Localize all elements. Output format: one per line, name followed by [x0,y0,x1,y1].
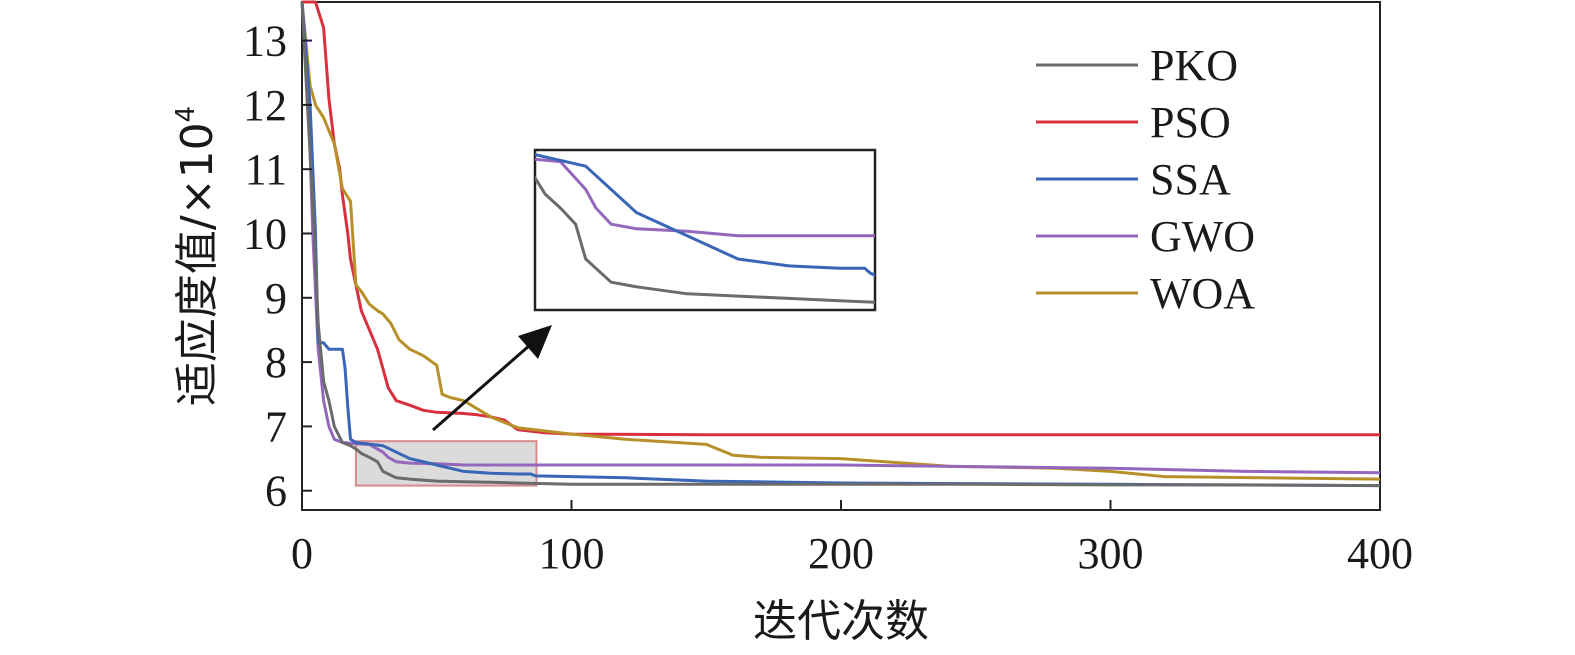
series-line-gwo [300,1,1381,475]
legend-label: WOA [1150,269,1255,318]
legend: PKO PSO SSA GWO WOA [1036,41,1255,318]
arrow-head-icon [518,325,552,359]
x-axis-title: 迭代次数 [753,596,929,647]
inset-frame [533,148,877,312]
legend-label: GWO [1150,212,1255,261]
x-tick-label: 0 [291,529,313,578]
zoom-region-box [354,440,538,487]
inset-line-gwo [535,157,875,238]
y-tick-label: 9 [265,274,287,323]
y-axis-exponent: 4 [171,106,201,123]
y-axis-ticks: 6 7 8 9 10 11 12 13 [243,17,312,516]
x-tick-label: 100 [539,529,605,578]
y-tick-label: 10 [243,209,287,258]
series-lines [300,0,1381,488]
legend-label: SSA [1150,155,1231,204]
legend-label: PSO [1150,98,1231,147]
y-tick-label: 8 [265,338,287,387]
y-axis-title-group: 适应度值/×104 [171,106,223,406]
x-tick-label: 400 [1347,529,1413,578]
x-axis-ticks: 0 100 200 300 400 [291,500,1413,578]
x-tick-label: 200 [808,529,874,578]
zoom-arrow [432,325,552,432]
x-tick-label: 300 [1078,529,1144,578]
y-tick-label: 13 [243,17,287,66]
y-tick-label: 11 [245,145,287,194]
inset-lines [535,152,875,304]
arrow-shaft [432,343,531,432]
y-tick-label: 6 [265,467,287,516]
series-line-ssa [300,1,1381,488]
inset-line-pko [535,175,875,304]
series-line-woa [300,1,1381,481]
series-line-pko [300,1,1381,488]
inset-panel [533,148,877,312]
inset-line-ssa [535,152,875,277]
svg-text:适应度值/×104: 适应度值/×104 [171,106,223,406]
zoom-region-group [354,440,538,487]
y-tick-label: 7 [265,402,287,451]
inset-clip-group [535,152,875,304]
y-axis-title: 适应度值/×10 [172,122,223,406]
y-tick-label: 12 [243,81,287,130]
legend-label: PKO [1150,41,1238,90]
